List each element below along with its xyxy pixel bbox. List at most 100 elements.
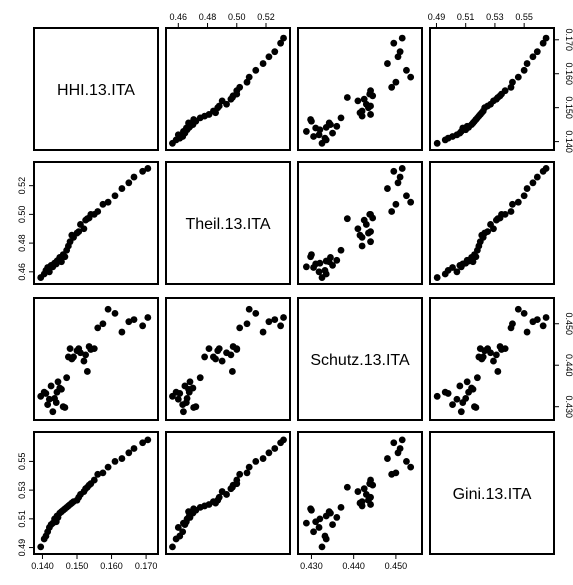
point-hhi-13-ita-vs-schutz-13-ita-15	[337, 114, 345, 122]
point-schutz-13-ita-vs-theil-13-ita-35	[271, 316, 279, 323]
point-schutz-13-ita-vs-gini-13-ita-22	[487, 349, 494, 357]
point-theil-13-ita-vs-schutz-13-ita-31	[407, 198, 415, 206]
diagonal-label-theil-13-ita: Theil.13.ITA	[185, 216, 270, 233]
point-gini-13-ita-vs-theil-13-ita-32	[252, 458, 260, 465]
panel-gini-13-ita-vs-hhi-13-ita	[33, 431, 159, 555]
point-schutz-13-ita-vs-hhi-13-ita-19	[70, 353, 77, 361]
point-schutz-13-ita-vs-theil-13-ita-2	[176, 390, 184, 397]
y-tick-label-right-hhi-13-ita: 0.150	[564, 96, 573, 119]
point-gini-13-ita-vs-hhi-13-ita-31	[104, 463, 112, 471]
point-hhi-13-ita-vs-gini-13-ita-35	[533, 48, 541, 56]
point-schutz-13-ita-vs-gini-13-ita-5	[456, 382, 464, 390]
point-theil-13-ita-vs-hhi-13-ita-4	[45, 268, 53, 276]
point-theil-13-ita-vs-schutz-13-ita-34	[394, 179, 402, 187]
diagonal-label-hhi-13-ita: HHI.13.ITA	[57, 82, 135, 99]
point-gini-13-ita-vs-theil-13-ita-37	[280, 436, 287, 444]
point-theil-13-ita-vs-hhi-13-ita-32	[111, 192, 119, 200]
point-gini-13-ita-vs-theil-13-ita-0	[169, 543, 176, 551]
point-schutz-13-ita-vs-hhi-13-ita-24	[82, 351, 90, 359]
point-theil-13-ita-vs-schutz-13-ita-23	[354, 225, 362, 233]
point-hhi-13-ita-vs-theil-13-ita-31	[245, 73, 253, 81]
point-hhi-13-ita-vs-schutz-13-ita-14	[307, 116, 314, 123]
point-hhi-13-ita-vs-gini-13-ita-37	[542, 34, 550, 42]
y-tick-label-left-gini-13-ita: 0.53	[17, 481, 27, 499]
point-theil-13-ita-vs-schutz-13-ita-6	[302, 263, 310, 271]
point-schutz-13-ita-vs-theil-13-ita-8	[182, 399, 190, 406]
point-theil-13-ita-vs-schutz-13-ita-28	[367, 210, 374, 218]
point-hhi-13-ita-vs-schutz-13-ita-5	[329, 129, 336, 137]
point-hhi-13-ita-vs-theil-13-ita-30	[243, 78, 251, 86]
point-gini-13-ita-vs-hhi-13-ita-28	[90, 476, 98, 484]
point-gini-13-ita-vs-schutz-13-ita-35	[396, 445, 404, 452]
point-hhi-13-ita-vs-gini-13-ita-0	[433, 139, 441, 147]
point-hhi-13-ita-vs-theil-13-ita-36	[277, 39, 285, 47]
point-hhi-13-ita-vs-schutz-13-ita-31	[407, 73, 415, 81]
point-theil-13-ita-vs-schutz-13-ita-19	[358, 233, 366, 241]
point-schutz-13-ita-vs-hhi-13-ita-37	[144, 314, 152, 321]
x-tick-label-bottom-hhi-13-ita: 0.150	[66, 561, 89, 571]
point-theil-13-ita-vs-hhi-13-ita-14	[61, 253, 69, 261]
point-schutz-13-ita-vs-gini-13-ita-37	[542, 314, 550, 321]
point-hhi-13-ita-vs-theil-13-ita-37	[280, 34, 287, 42]
panel-hhi-13-ita-vs-gini-13-ita	[429, 27, 555, 151]
point-hhi-13-ita-vs-theil-13-ita-34	[265, 53, 273, 61]
point-gini-13-ita-vs-schutz-13-ita-22	[362, 491, 370, 498]
point-gini-13-ita-vs-schutz-13-ita-3	[310, 528, 317, 536]
point-schutz-13-ita-vs-gini-13-ita-28	[501, 345, 509, 353]
point-hhi-13-ita-vs-schutz-13-ita-17	[367, 111, 374, 118]
point-hhi-13-ita-vs-gini-13-ita-31	[514, 73, 522, 81]
point-theil-13-ita-vs-gini-13-ita-28	[501, 210, 509, 218]
point-theil-13-ita-vs-schutz-13-ita-8	[312, 260, 320, 268]
x-tick-label-bottom-hhi-13-ita: 0.140	[31, 561, 54, 571]
y-tick-label-left-theil-13-ita: 0.52	[17, 177, 27, 195]
point-schutz-13-ita-vs-gini-13-ita-0	[433, 392, 441, 400]
point-hhi-13-ita-vs-theil-13-ita-4	[174, 131, 182, 139]
y-tick-label-left-gini-13-ita: 0.51	[17, 510, 27, 528]
panel-gini-13-ita-vs-gini-13-ita	[429, 431, 555, 555]
point-theil-13-ita-vs-schutz-13-ita-35	[396, 173, 404, 181]
x-tick-label-bottom-hhi-13-ita: 0.170	[135, 561, 158, 571]
point-gini-13-ita-vs-schutz-13-ita-6	[302, 519, 310, 527]
point-schutz-13-ita-vs-gini-13-ita-33	[523, 328, 531, 336]
point-schutz-13-ita-vs-hhi-13-ita-34	[125, 318, 133, 326]
point-hhi-13-ita-vs-gini-13-ita-28	[501, 87, 509, 95]
point-theil-13-ita-vs-hhi-13-ita-36	[139, 167, 147, 175]
point-theil-13-ita-vs-gini-13-ita-29	[507, 208, 515, 215]
point-schutz-13-ita-vs-gini-13-ita-24	[492, 351, 500, 359]
point-schutz-13-ita-vs-hhi-13-ita-22	[77, 349, 84, 357]
point-theil-13-ita-vs-schutz-13-ita-17	[367, 238, 374, 246]
point-hhi-13-ita-vs-schutz-13-ita-8	[312, 124, 320, 132]
point-hhi-13-ita-vs-schutz-13-ita-12	[325, 119, 333, 127]
point-hhi-13-ita-vs-gini-13-ita-36	[539, 39, 547, 47]
point-schutz-13-ita-vs-hhi-13-ita-32	[111, 309, 119, 317]
point-theil-13-ita-vs-schutz-13-ita-30	[392, 200, 400, 208]
diagonal-label-gini-13-ita: Gini.13.ITA	[453, 486, 532, 503]
point-hhi-13-ita-vs-theil-13-ita-32	[252, 66, 260, 74]
point-gini-13-ita-vs-theil-13-ita-14	[190, 505, 198, 513]
point-gini-13-ita-vs-schutz-13-ita-8	[312, 518, 320, 526]
point-gini-13-ita-vs-schutz-13-ita-4	[315, 524, 323, 531]
point-schutz-13-ita-vs-hhi-13-ita-36	[139, 322, 147, 330]
point-gini-13-ita-vs-hhi-13-ita-34	[125, 449, 133, 457]
point-schutz-13-ita-vs-theil-13-ita-15	[196, 374, 204, 382]
point-theil-13-ita-vs-gini-13-ita-14	[472, 253, 480, 261]
point-theil-13-ita-vs-gini-13-ita-23	[490, 225, 497, 233]
point-hhi-13-ita-vs-gini-13-ita-32	[520, 66, 528, 74]
point-hhi-13-ita-vs-gini-13-ita-34	[529, 53, 537, 61]
y-tick-label-left-theil-13-ita: 0.46	[17, 263, 27, 281]
point-schutz-13-ita-vs-theil-13-ita-14	[190, 404, 198, 411]
x-tick-label-bottom-schutz-13-ita: 0.440	[342, 561, 365, 571]
point-schutz-13-ita-vs-hhi-13-ita-35	[130, 316, 138, 323]
point-schutz-13-ita-vs-theil-13-ita-6	[180, 408, 187, 416]
point-hhi-13-ita-vs-schutz-13-ita-23	[354, 97, 362, 105]
x-tick-label-top-gini-13-ita: 0.49	[428, 12, 446, 22]
point-schutz-13-ita-vs-gini-13-ita-2	[444, 390, 452, 397]
y-tick-label-right-schutz-13-ita: 0.450	[564, 312, 573, 335]
point-gini-13-ita-vs-theil-13-ita-31	[245, 463, 253, 471]
point-gini-13-ita-vs-theil-13-ita-4	[174, 524, 182, 531]
point-gini-13-ita-vs-theil-13-ita-29	[236, 470, 244, 478]
point-gini-13-ita-vs-hhi-13-ita-36	[139, 439, 147, 447]
point-schutz-13-ita-vs-hhi-13-ita-5	[47, 382, 55, 390]
point-schutz-13-ita-vs-hhi-13-ita-17	[66, 345, 74, 353]
